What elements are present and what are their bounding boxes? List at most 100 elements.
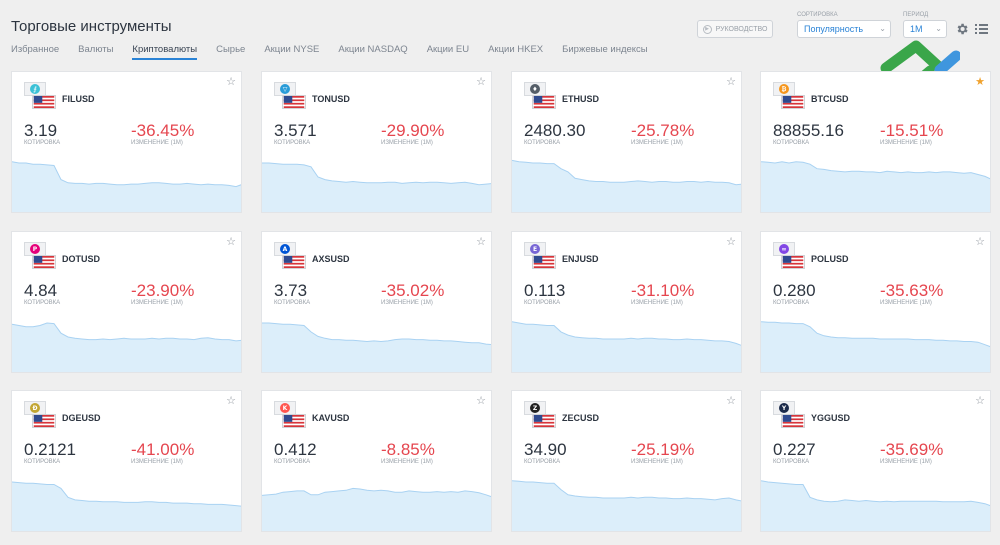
instrument-symbol: ZECUSD [562, 413, 600, 423]
sparkline-area [262, 323, 491, 372]
quote-caption: КОТИРОВКА [24, 459, 61, 465]
tab-8[interactable]: Биржевые индексы [562, 44, 648, 55]
price-sparkline [12, 322, 241, 372]
sparkline-area [761, 161, 990, 212]
instrument-symbol: DOTUSD [62, 254, 100, 264]
price-sparkline [512, 159, 741, 212]
list-view-icon[interactable] [975, 23, 988, 35]
favorite-star-icon[interactable]: ☆ [226, 236, 236, 248]
us-flag-icon [532, 95, 556, 109]
guide-button[interactable]: ▶ РУКОВОДСТВО [697, 20, 773, 38]
us-flag-icon [781, 95, 805, 109]
change-caption: ИЗМЕНЕНИЕ (1М) [131, 140, 183, 146]
favorite-star-icon[interactable]: ★ [975, 76, 985, 88]
sparkline-area [512, 321, 741, 372]
polygon-icon: ∞ [773, 242, 795, 256]
instrument-card[interactable]: ∞ POLUSD ☆ 0.280 КОТИРОВКА -35.63% ИЗМЕНЕНИЕ (… [760, 231, 991, 373]
tab-2[interactable]: Криптовалюты [132, 44, 198, 60]
quote-caption: КОТИРОВКА [274, 140, 311, 146]
tab-4[interactable]: Акции NYSE [264, 44, 320, 55]
coin-glyph: Ð [30, 403, 40, 413]
favorite-star-icon[interactable]: ☆ [226, 395, 236, 407]
instrument-card[interactable]: E ENJUSD ☆ 0.113 КОТИРОВКА -31.10% ИЗМЕНЕНИЕ (… [511, 231, 742, 373]
sparkline-area [512, 160, 741, 212]
favorite-star-icon[interactable]: ☆ [476, 76, 486, 88]
instrument-card[interactable]: ▽ TONUSD ☆ 3.571 КОТИРОВКА -29.90% ИЗМЕНЕНИЕ (… [261, 71, 492, 213]
instrument-card[interactable]: ♦ ETHUSD ☆ 2480.30 КОТИРОВКА -25.78% ИЗМЕНЕНИЕ… [511, 71, 742, 213]
instrument-symbol: ETHUSD [562, 94, 600, 104]
change-caption: ИЗМЕНЕНИЕ (1М) [131, 459, 183, 465]
quote-caption: КОТИРОВКА [274, 459, 311, 465]
coin-glyph: ♦ [530, 84, 540, 94]
sort-select[interactable]: Популярность ⌄ [797, 20, 891, 38]
ethereum-icon: ♦ [524, 82, 546, 96]
category-tabs: Избранное Валюты Криптовалюты Сырье Акции NY… [11, 44, 667, 60]
sparkline-area [12, 323, 241, 372]
guide-button-label: РУКОВОДСТВО [715, 25, 768, 33]
instrument-card[interactable]: ₿ BTCUSD ★ 88855.16 КОТИРОВКА -15.51% ИЗМЕНЕНИ… [760, 71, 991, 213]
price-sparkline [12, 481, 241, 531]
change-value: -23.90% [131, 281, 195, 300]
favorite-star-icon[interactable]: ☆ [975, 236, 985, 248]
enjin-icon: E [524, 242, 546, 256]
change-value: -35.02% [381, 281, 445, 300]
favorite-star-icon[interactable]: ☆ [726, 395, 736, 407]
sparkline-area [761, 480, 990, 531]
period-select[interactable]: 1M ⌄ [903, 20, 947, 38]
quote-caption: КОТИРОВКА [24, 300, 61, 306]
us-flag-icon [781, 414, 805, 428]
quote-value: 0.280 [773, 281, 816, 300]
coin-glyph: ∞ [779, 244, 789, 254]
change-caption: ИЗМЕНЕНИЕ (1М) [631, 300, 683, 306]
favorite-star-icon[interactable]: ☆ [226, 76, 236, 88]
instrument-symbol: BTCUSD [811, 94, 849, 104]
coin-glyph: E [530, 244, 540, 254]
instrument-card[interactable]: Z ZECUSD ☆ 34.90 КОТИРОВКА -25.19% ИЗМЕНЕНИЕ (… [511, 390, 742, 532]
coin-glyph: ⨍ [30, 84, 40, 94]
instrument-card[interactable]: P DOTUSD ☆ 4.84 КОТИРОВКА -23.90% ИЗМЕНЕНИЕ (1… [11, 231, 242, 373]
period-value: 1M [910, 24, 923, 34]
change-caption: ИЗМЕНЕНИЕ (1М) [631, 459, 683, 465]
kava-icon: K [274, 401, 296, 415]
favorite-star-icon[interactable]: ☆ [476, 236, 486, 248]
change-value: -25.19% [631, 440, 695, 459]
change-value: -29.90% [381, 121, 445, 140]
tab-3[interactable]: Сырье [216, 44, 246, 55]
change-caption: ИЗМЕНЕНИЕ (1М) [631, 140, 683, 146]
instrument-symbol: YGGUSD [811, 413, 851, 423]
quote-value: 0.113 [524, 281, 566, 300]
change-value: -36.45% [131, 121, 195, 140]
us-flag-icon [781, 255, 805, 269]
tab-0[interactable]: Избранное [11, 44, 60, 55]
instrument-card[interactable]: Ð DGEUSD ☆ 0.2121 КОТИРОВКА -41.00% ИЗМЕНЕНИЕ … [11, 390, 242, 532]
quote-value: 34.90 [524, 440, 567, 459]
tab-1[interactable]: Валюты [78, 44, 114, 55]
sort-value: Популярность [804, 24, 864, 34]
tab-6[interactable]: Акции EU [426, 44, 470, 55]
instrument-card[interactable]: Y YGGUSD ☆ 0.227 КОТИРОВКА -35.69% ИЗМЕНЕНИЕ (… [760, 390, 991, 532]
sparkline-area [12, 161, 241, 212]
instrument-card[interactable]: A AXSUSD ☆ 3.73 КОТИРОВКА -35.02% ИЗМЕНЕНИЕ (1… [261, 231, 492, 373]
us-flag-icon [32, 255, 56, 269]
us-flag-icon [532, 414, 556, 428]
instrument-card[interactable]: ⨍ FILUSD ☆ 3.19 КОТИРОВКА -36.45% ИЗМЕНЕНИЕ (1… [11, 71, 242, 213]
gear-icon[interactable] [955, 22, 969, 36]
change-caption: ИЗМЕНЕНИЕ (1М) [880, 459, 932, 465]
tab-5[interactable]: Акции NASDAQ [338, 44, 408, 55]
favorite-star-icon[interactable]: ☆ [476, 395, 486, 407]
tab-7[interactable]: Акции HKEX [488, 44, 544, 55]
sparkline-area [262, 488, 491, 531]
instrument-symbol: FILUSD [62, 94, 95, 104]
change-caption: ИЗМЕНЕНИЕ (1М) [880, 140, 932, 146]
sparkline-area [262, 163, 491, 212]
chevron-down-icon: ⌄ [935, 24, 942, 33]
coin-glyph: ▽ [280, 84, 290, 94]
sparkline-line [262, 487, 491, 498]
quote-value: 2480.30 [524, 121, 586, 140]
instrument-card[interactable]: K KAVUSD ☆ 0.412 КОТИРОВКА -8.85% ИЗМЕНЕНИЕ (1… [261, 390, 492, 532]
change-value: -41.00% [131, 440, 195, 459]
favorite-star-icon[interactable]: ☆ [975, 395, 985, 407]
favorite-star-icon[interactable]: ☆ [726, 76, 736, 88]
favorite-star-icon[interactable]: ☆ [726, 236, 736, 248]
sparkline-line [761, 480, 990, 507]
